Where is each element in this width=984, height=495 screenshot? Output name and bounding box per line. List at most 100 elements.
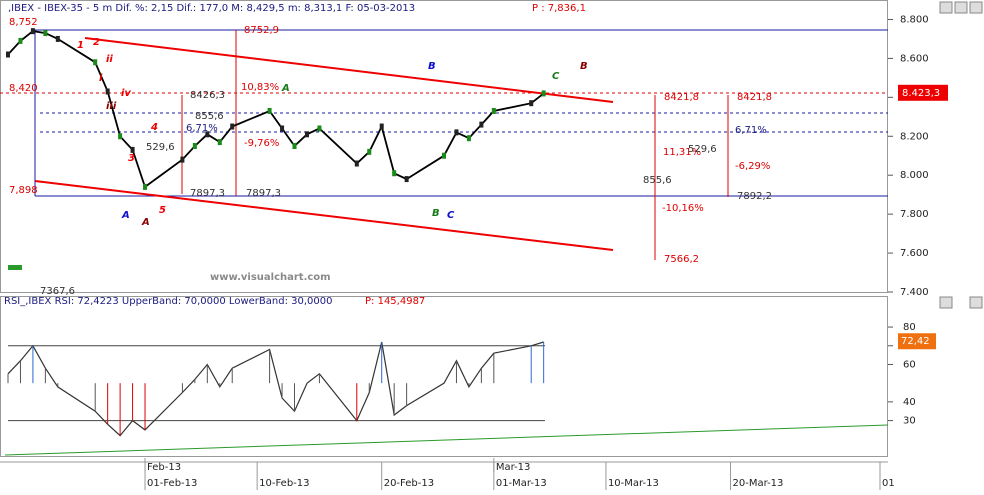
annotation: 8,752 xyxy=(9,17,38,28)
annotation: iv xyxy=(121,88,131,99)
x-tick-label: 01-Mar-13 xyxy=(496,478,547,489)
candle xyxy=(454,129,459,136)
annotation: 7897,3 xyxy=(190,188,225,199)
candle xyxy=(118,133,123,140)
annotation: 4 xyxy=(150,122,158,133)
price-panel xyxy=(0,0,888,293)
candle xyxy=(205,131,210,138)
y-tick-label: 7.800 xyxy=(900,209,929,220)
candle xyxy=(18,37,23,44)
annotation: 529,6 xyxy=(146,142,175,153)
candle xyxy=(404,176,409,183)
candle xyxy=(267,107,272,114)
annotation: -6,29% xyxy=(735,161,770,172)
x-tick-label: 01 xyxy=(882,478,895,489)
annotation: 8421,8 xyxy=(664,92,699,103)
y-tick-label: 40 xyxy=(903,397,916,408)
candle xyxy=(130,146,135,153)
candle xyxy=(304,131,309,138)
y-tick-label: 7.400 xyxy=(900,287,929,298)
annotation: i xyxy=(99,73,103,84)
annotation: 3 xyxy=(128,153,135,164)
candle xyxy=(280,125,285,132)
candle xyxy=(367,148,372,155)
annotation: C xyxy=(552,71,560,82)
annotation: C xyxy=(447,210,455,221)
y-tick-label: 30 xyxy=(903,416,916,427)
window-button[interactable] xyxy=(954,1,968,14)
annotation: 7,898 xyxy=(9,185,38,196)
annotation: -9,76% xyxy=(244,138,279,149)
candle xyxy=(292,143,297,149)
annotation: -10,16% xyxy=(662,203,704,214)
rsi-value-box xyxy=(898,333,936,350)
annotation: 529,6 xyxy=(688,144,717,155)
annotation: 8426,3 xyxy=(190,90,225,101)
close-button[interactable] xyxy=(969,1,983,14)
annotation: 855,6 xyxy=(195,111,224,122)
channel-line xyxy=(84,37,614,103)
x-tick-label: 10-Mar-13 xyxy=(608,478,659,489)
chart-title: ,IBEX - IBEX-35 - 5 m Dif. %: 2,15 Dif.:… xyxy=(8,3,415,14)
candle xyxy=(30,28,35,35)
annotation: 2 xyxy=(93,37,100,48)
month-label: Mar-13 xyxy=(496,462,531,473)
x-tick-label: 10-Feb-13 xyxy=(259,478,309,489)
annotation: 10,83% xyxy=(241,82,279,93)
close-button[interactable] xyxy=(969,296,983,309)
annotation: 855,6 xyxy=(643,175,672,186)
annotation: 1 xyxy=(77,40,84,51)
annotation: 6,71% xyxy=(735,125,767,136)
rsi-title-extra: P: 145,4987 xyxy=(365,296,425,307)
annotation: 5 xyxy=(159,205,166,216)
candle xyxy=(192,143,197,149)
candle xyxy=(392,170,397,177)
annotation: 7897,3 xyxy=(246,188,281,199)
annotation: 6,71% xyxy=(186,123,218,134)
annotation: ii xyxy=(106,54,113,65)
candle xyxy=(180,156,185,163)
y-tick-label: 8.000 xyxy=(900,170,929,181)
x-tick-label: 20-Feb-13 xyxy=(384,478,434,489)
candle xyxy=(442,152,446,159)
annotation: 7892,2 xyxy=(737,191,772,202)
annotation: A xyxy=(281,83,290,94)
chart-title-extra: P : 7,836,1 xyxy=(532,3,586,14)
x-tick-label: 01-Feb-13 xyxy=(147,478,197,489)
candle xyxy=(217,139,222,146)
price-line xyxy=(7,341,544,437)
y-tick-label: 80 xyxy=(903,322,916,333)
rsi-title: RSI_,IBEX RSI: 72,4223 UpperBand: 70,000… xyxy=(4,296,332,307)
annotation: B xyxy=(428,61,436,72)
last-price-label: 8.423,3 xyxy=(902,88,940,99)
rsi-panel xyxy=(0,296,888,457)
candle xyxy=(491,107,496,114)
candle xyxy=(354,160,359,167)
candle xyxy=(479,121,484,128)
annotation: iii xyxy=(106,101,117,112)
candle xyxy=(6,51,10,58)
candle xyxy=(466,135,471,142)
annotation: 11,31% xyxy=(663,147,701,158)
month-label: Feb-13 xyxy=(147,462,181,473)
candle xyxy=(529,100,534,107)
window-button[interactable] xyxy=(939,296,953,309)
annotation: A xyxy=(121,210,130,221)
candle xyxy=(317,125,322,132)
annotation: 8752,9 xyxy=(244,25,279,36)
channel-line xyxy=(34,180,614,251)
annotation: 8421,8 xyxy=(737,92,772,103)
candle xyxy=(379,123,384,130)
candle xyxy=(93,59,98,66)
x-tick-label: 20-Mar-13 xyxy=(733,478,784,489)
y-tick-label: 8.200 xyxy=(900,131,929,142)
y-tick-label: 60 xyxy=(903,359,916,370)
y-tick-label: 8.800 xyxy=(900,14,929,25)
window-button[interactable] xyxy=(939,1,953,14)
candle xyxy=(55,35,60,42)
annotation: A xyxy=(141,217,150,228)
last-price-box xyxy=(898,84,948,101)
candle xyxy=(541,90,546,97)
